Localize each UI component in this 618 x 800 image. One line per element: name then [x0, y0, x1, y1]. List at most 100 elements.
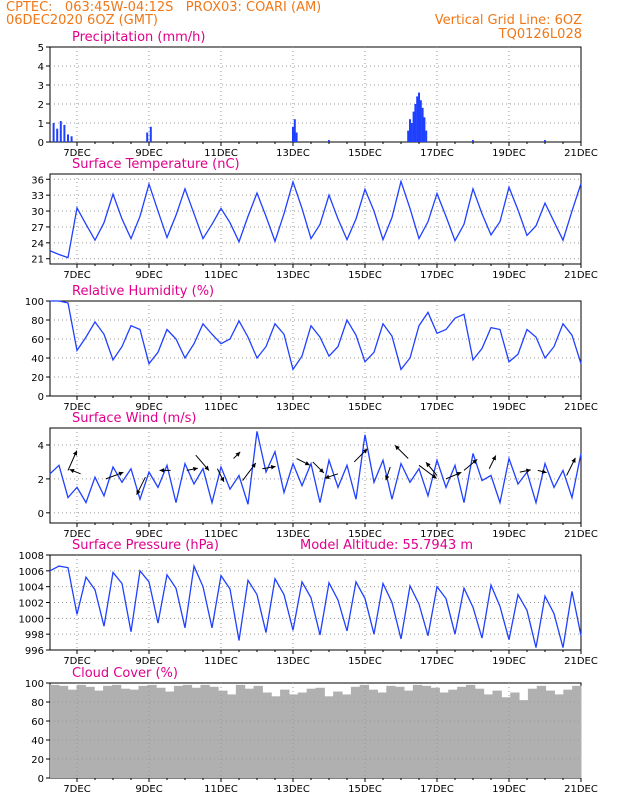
x-tick-label: 13DEC — [276, 402, 310, 413]
cloud-bar — [527, 688, 538, 778]
y-tick-label: 20 — [31, 373, 44, 384]
cloud-bar — [350, 686, 361, 778]
wind-vector-head — [395, 445, 400, 451]
panel-title: Surface Wind (m/s) — [72, 411, 196, 426]
wind-vector-head — [324, 474, 330, 479]
wind-vector-head — [319, 468, 324, 473]
header-model-code: TQ0126L028 — [498, 27, 582, 42]
x-tick-label: 19DEC — [492, 529, 526, 540]
y-tick-label: 0 — [38, 774, 44, 785]
x-tick-label: 17DEC — [420, 402, 454, 413]
wind-vector-head — [472, 459, 478, 465]
y-tick-label: 1008 — [19, 551, 44, 562]
cloud-bar — [129, 689, 139, 778]
cloud-bar — [474, 688, 485, 778]
x-tick-label: 7DEC — [63, 402, 90, 413]
cloud-bar — [315, 687, 325, 778]
precip-bar — [52, 123, 55, 142]
y-tick-label: 1002 — [19, 599, 44, 610]
x-tick-label: 17DEC — [420, 656, 454, 667]
x-tick-label: 17DEC — [420, 270, 454, 281]
cloud-bar — [368, 689, 378, 778]
x-tick-label: 13DEC — [276, 656, 310, 667]
panel-frame — [49, 46, 582, 143]
cloud-bar — [545, 690, 555, 778]
x-tick-label: 13DEC — [276, 529, 310, 540]
y-tick-label: 80 — [31, 316, 44, 327]
x-tick-label: 7DEC — [63, 656, 90, 667]
x-tick-label: 9DEC — [135, 529, 162, 540]
cloud-bar — [227, 694, 237, 778]
x-tick-label: 15DEC — [348, 784, 382, 795]
y-tick-label: 5 — [38, 43, 44, 54]
panel-title: Cloud Cover (%) — [72, 666, 178, 681]
header-line1: CPTEC: 063:45W-04:12S PROX03: COARI (AM) — [6, 0, 322, 15]
wind-vector-head — [456, 471, 462, 477]
panel-4: 7DEC 9DEC 11DEC 13DEC 15DEC 17DEC 19DEC 21DEC 99… — [19, 538, 598, 667]
cloud-bar — [483, 694, 493, 778]
wind-vector-head — [385, 475, 390, 481]
panel-frame — [49, 427, 582, 524]
cloud-bar — [288, 694, 299, 778]
x-tick-label: 11DEC — [204, 148, 238, 159]
y-tick-label: 4 — [38, 441, 44, 452]
y-tick-label: 3 — [38, 81, 44, 92]
cloud-bar — [271, 696, 281, 778]
header-date: 06DEC2020 6OZ (GMT) — [6, 13, 158, 28]
cloud-bar — [439, 692, 449, 778]
x-tick-label: 19DEC — [492, 656, 526, 667]
cloud-bar — [85, 686, 95, 778]
wind-vector-head — [69, 468, 75, 474]
precip-bar — [410, 123, 413, 142]
precip-bar — [59, 121, 62, 142]
y-tick-label: 4 — [38, 62, 44, 73]
cloud-bar — [324, 696, 334, 778]
x-tick-label: 15DEC — [348, 529, 382, 540]
cloud-bar — [218, 690, 228, 778]
cloud-bar — [280, 689, 290, 778]
cloud-bar — [58, 685, 69, 778]
cloud-bar — [94, 690, 104, 778]
x-tick-label: 15DEC — [348, 402, 382, 413]
x-tick-label: 15DEC — [348, 148, 382, 159]
y-tick-label: 60 — [31, 335, 44, 346]
x-tick-label: 9DEC — [135, 402, 162, 413]
precip-bar — [425, 130, 428, 142]
panel-title: Surface Temperature (nC) — [72, 157, 240, 172]
x-tick-label: 7DEC — [63, 784, 90, 795]
y-tick-label: 36 — [31, 175, 44, 186]
x-tick-label: 21DEC — [564, 402, 598, 413]
precip-bar — [149, 126, 152, 142]
x-tick-label: 15DEC — [348, 656, 382, 667]
cloud-bar — [262, 692, 272, 778]
y-tick-label: 33 — [31, 191, 44, 202]
y-tick-label: 60 — [31, 717, 44, 728]
y-tick-label: 100 — [25, 679, 44, 690]
cloud-bar — [147, 684, 157, 778]
wind-vector-head — [136, 489, 141, 495]
y-tick-label: 40 — [31, 354, 44, 365]
wind-vector-head — [251, 462, 256, 468]
cloud-bar — [342, 694, 352, 778]
x-tick-label: 7DEC — [63, 148, 90, 159]
cloud-bar — [253, 685, 263, 778]
cloud-bar — [306, 688, 316, 778]
cloud-bar — [333, 691, 343, 778]
x-tick-label: 9DEC — [135, 656, 162, 667]
cloud-bar — [244, 688, 255, 778]
series-line — [49, 179, 582, 259]
x-tick-label: 19DEC — [492, 402, 526, 413]
precip-bar — [409, 119, 411, 142]
cloud-bar — [67, 689, 78, 778]
wind-vector-head — [192, 466, 198, 472]
series-line — [49, 431, 582, 506]
y-tick-label: 1 — [38, 119, 44, 130]
cloud-bar — [359, 684, 370, 778]
cloud-bar — [182, 684, 193, 778]
cloud-bar — [173, 685, 184, 778]
cloud-bar — [430, 687, 440, 778]
wind-vector-head — [362, 448, 368, 454]
panel-title: Surface Pressure (hPa) — [72, 538, 219, 553]
precip-bar — [423, 117, 426, 142]
